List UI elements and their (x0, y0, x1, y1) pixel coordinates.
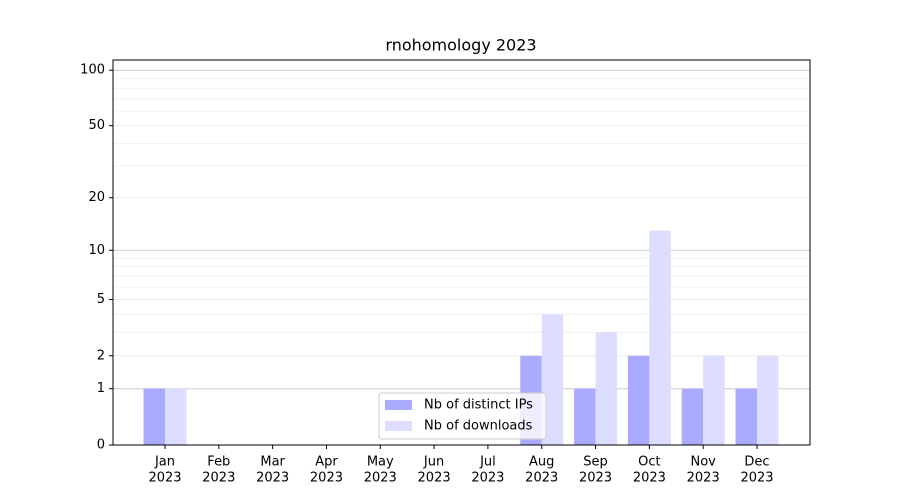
y-tick-label: 20 (88, 190, 105, 205)
x-tick-label: Sep (583, 455, 608, 470)
x-tick-label: Dec (744, 455, 769, 470)
x-tick-label: 2023 (471, 471, 504, 486)
x-tick-label: Mar (260, 455, 285, 470)
bar (649, 230, 671, 445)
x-tick-label: Nov (690, 455, 716, 470)
x-tick-label: 2023 (633, 471, 666, 486)
x-tick-label: Apr (315, 455, 338, 470)
x-tick-label: Feb (207, 455, 230, 470)
plot-frame (112, 59, 811, 446)
bar (143, 388, 165, 445)
bar (627, 355, 650, 445)
x-tick-label: Jan (154, 455, 175, 470)
bar (703, 355, 725, 445)
bar (574, 388, 596, 445)
chart-title: rnohomology 2023 (385, 36, 536, 55)
x-tick-label: 2023 (579, 471, 612, 486)
bar (541, 314, 564, 445)
x-tick-label: Jul (479, 455, 496, 470)
legend-swatch (385, 400, 412, 410)
x-tick-label: May (367, 455, 394, 470)
x-tick-label: Jun (423, 455, 444, 470)
y-tick-label: 100 (80, 63, 105, 78)
x-tick-label: Oct (638, 455, 660, 470)
legend: Nb of distinct IPs Nb of downloads (378, 392, 547, 440)
x-tick-label: 2023 (310, 471, 343, 486)
bar (681, 388, 704, 445)
y-tick-label: 50 (88, 118, 105, 133)
x-tick-label: 2023 (202, 471, 235, 486)
x-tick-label: 2023 (525, 471, 558, 486)
x-tick-label: 2023 (418, 471, 451, 486)
bar (165, 388, 187, 445)
y-tick-label: 5 (97, 292, 105, 307)
y-tick-label: 2 (97, 348, 105, 363)
x-tick-label: 2023 (687, 471, 720, 486)
legend-box (378, 392, 547, 440)
x-tick-label: Aug (529, 455, 554, 470)
bar (595, 332, 618, 445)
bar (757, 355, 779, 445)
legend-label: Nb of distinct IPs (424, 398, 533, 413)
x-tick-label: 2023 (256, 471, 289, 486)
y-tick-label: 1 (97, 381, 105, 396)
legend-label: Nb of downloads (424, 419, 533, 434)
y-tick-label: 10 (88, 243, 105, 258)
x-tick-label: 2023 (148, 471, 181, 486)
x-tick-label: 2023 (364, 471, 397, 486)
legend-swatch (385, 421, 412, 431)
y-tick-label: 0 (97, 438, 105, 453)
bar (735, 388, 757, 445)
x-tick-label: 2023 (740, 471, 773, 486)
